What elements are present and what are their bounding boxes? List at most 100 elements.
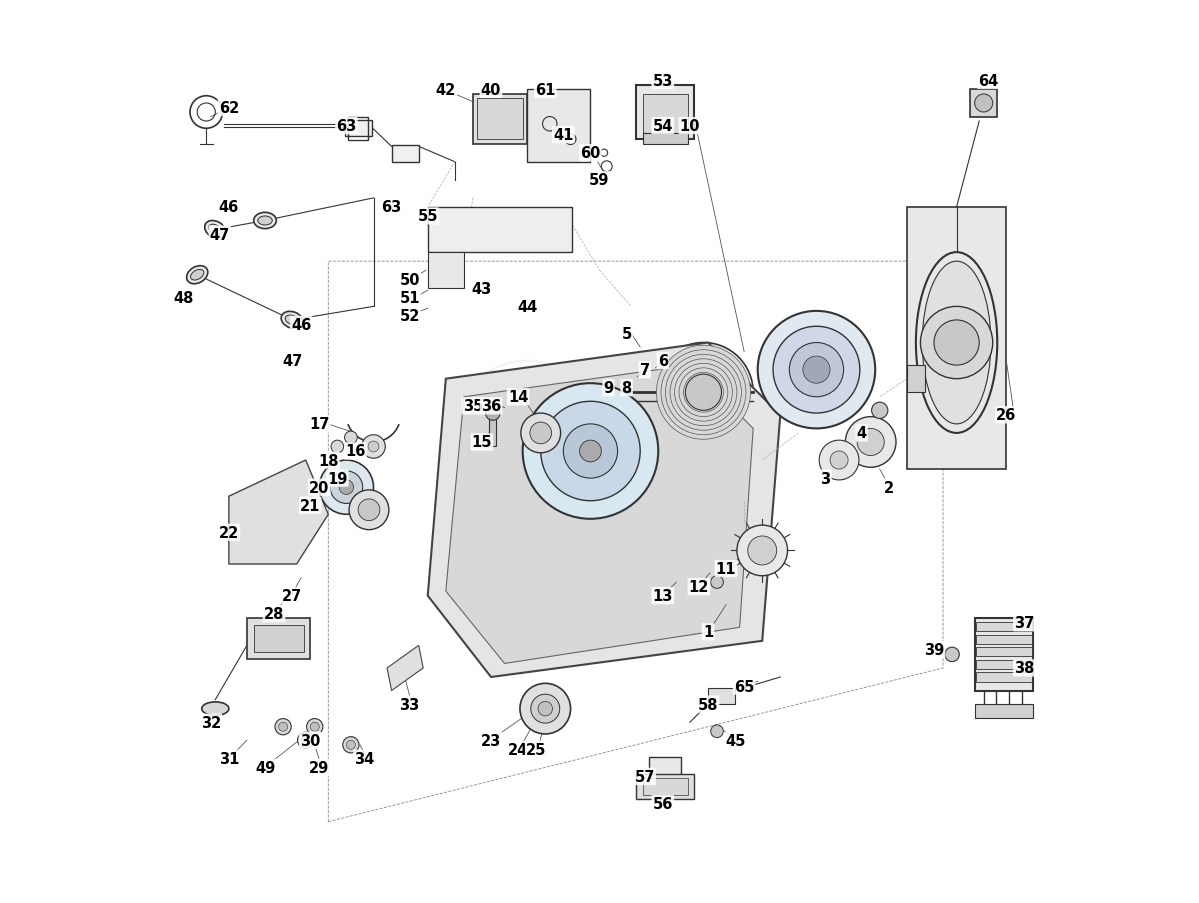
Ellipse shape	[916, 253, 998, 433]
Text: 41: 41	[553, 128, 573, 143]
Circle shape	[311, 722, 319, 731]
Circle shape	[359, 499, 380, 521]
Text: 4: 4	[856, 426, 867, 441]
Text: 28: 28	[264, 607, 284, 621]
Text: 24: 24	[508, 742, 529, 757]
Ellipse shape	[254, 213, 276, 229]
Text: 65: 65	[734, 679, 754, 694]
Circle shape	[523, 384, 658, 519]
Circle shape	[711, 725, 723, 738]
Text: 5: 5	[621, 327, 632, 341]
Text: 22: 22	[218, 526, 239, 540]
Text: 58: 58	[698, 697, 718, 712]
Circle shape	[349, 490, 388, 530]
Circle shape	[278, 722, 288, 731]
Text: 30: 30	[300, 733, 320, 748]
Circle shape	[486, 406, 500, 421]
Circle shape	[330, 471, 362, 504]
Text: 55: 55	[417, 209, 438, 224]
Text: 54: 54	[652, 119, 673, 134]
Circle shape	[301, 736, 311, 745]
Text: MOTOR
PARTS: MOTOR PARTS	[478, 426, 721, 549]
Text: 40: 40	[481, 83, 501, 98]
Circle shape	[830, 452, 848, 470]
Text: 11: 11	[716, 562, 736, 576]
Circle shape	[665, 355, 741, 431]
Bar	[635, 774, 694, 799]
Circle shape	[331, 441, 344, 453]
Text: 26: 26	[996, 408, 1017, 423]
Text: 51: 51	[399, 291, 420, 305]
Bar	[976, 635, 1031, 644]
Text: 17: 17	[309, 417, 330, 432]
Text: 15: 15	[471, 435, 493, 450]
Ellipse shape	[191, 270, 204, 281]
Circle shape	[343, 737, 359, 753]
Text: 9: 9	[603, 381, 614, 396]
Text: 8: 8	[621, 381, 632, 396]
Bar	[348, 117, 368, 141]
Text: 39: 39	[924, 643, 944, 657]
Ellipse shape	[922, 262, 990, 424]
Circle shape	[297, 732, 314, 749]
Circle shape	[857, 429, 884, 456]
Bar	[976, 622, 1031, 631]
Circle shape	[789, 343, 844, 397]
Bar	[975, 619, 1034, 691]
Bar	[489, 411, 496, 447]
Bar	[976, 660, 1031, 669]
Text: 64: 64	[978, 74, 999, 88]
Text: 45: 45	[725, 733, 746, 748]
Bar	[649, 757, 681, 777]
Text: 47: 47	[282, 354, 302, 368]
Ellipse shape	[285, 316, 299, 325]
Circle shape	[656, 346, 751, 440]
Circle shape	[921, 307, 993, 379]
Text: 44: 44	[517, 300, 537, 314]
Circle shape	[530, 423, 552, 444]
Circle shape	[675, 364, 733, 422]
Ellipse shape	[205, 221, 225, 239]
Circle shape	[773, 327, 860, 414]
Text: 60: 60	[580, 146, 601, 161]
Circle shape	[347, 740, 355, 749]
Text: 2: 2	[884, 480, 893, 495]
Text: 61: 61	[535, 83, 555, 98]
Text: 49: 49	[255, 760, 275, 775]
Text: 14: 14	[508, 390, 529, 405]
Text: 19: 19	[327, 471, 348, 486]
Circle shape	[275, 719, 291, 735]
Text: 37: 37	[1014, 616, 1035, 630]
Circle shape	[538, 702, 553, 716]
Text: 29: 29	[309, 760, 330, 775]
Text: 3: 3	[820, 471, 831, 486]
Circle shape	[541, 402, 640, 501]
Circle shape	[872, 403, 888, 419]
Circle shape	[945, 647, 959, 662]
Text: 31: 31	[218, 751, 239, 766]
Circle shape	[758, 312, 875, 429]
Circle shape	[975, 95, 993, 113]
Text: 18: 18	[318, 453, 338, 468]
Text: 48: 48	[174, 291, 194, 305]
Text: 62: 62	[218, 101, 239, 116]
Polygon shape	[387, 646, 423, 691]
Text: 13: 13	[652, 589, 673, 603]
Text: 12: 12	[688, 580, 709, 594]
Bar	[472, 95, 528, 144]
Text: 10: 10	[680, 119, 700, 134]
Text: 50: 50	[399, 273, 420, 287]
Circle shape	[686, 375, 722, 411]
Text: 47: 47	[210, 228, 230, 242]
Circle shape	[845, 417, 896, 468]
Polygon shape	[428, 208, 572, 253]
Text: 52: 52	[399, 309, 420, 323]
Bar	[477, 99, 523, 140]
Circle shape	[683, 373, 723, 413]
Circle shape	[520, 684, 571, 734]
Text: 63: 63	[336, 119, 356, 134]
Text: 56: 56	[652, 796, 673, 811]
Text: 53: 53	[652, 74, 673, 88]
Bar	[707, 688, 735, 704]
Circle shape	[934, 321, 980, 366]
